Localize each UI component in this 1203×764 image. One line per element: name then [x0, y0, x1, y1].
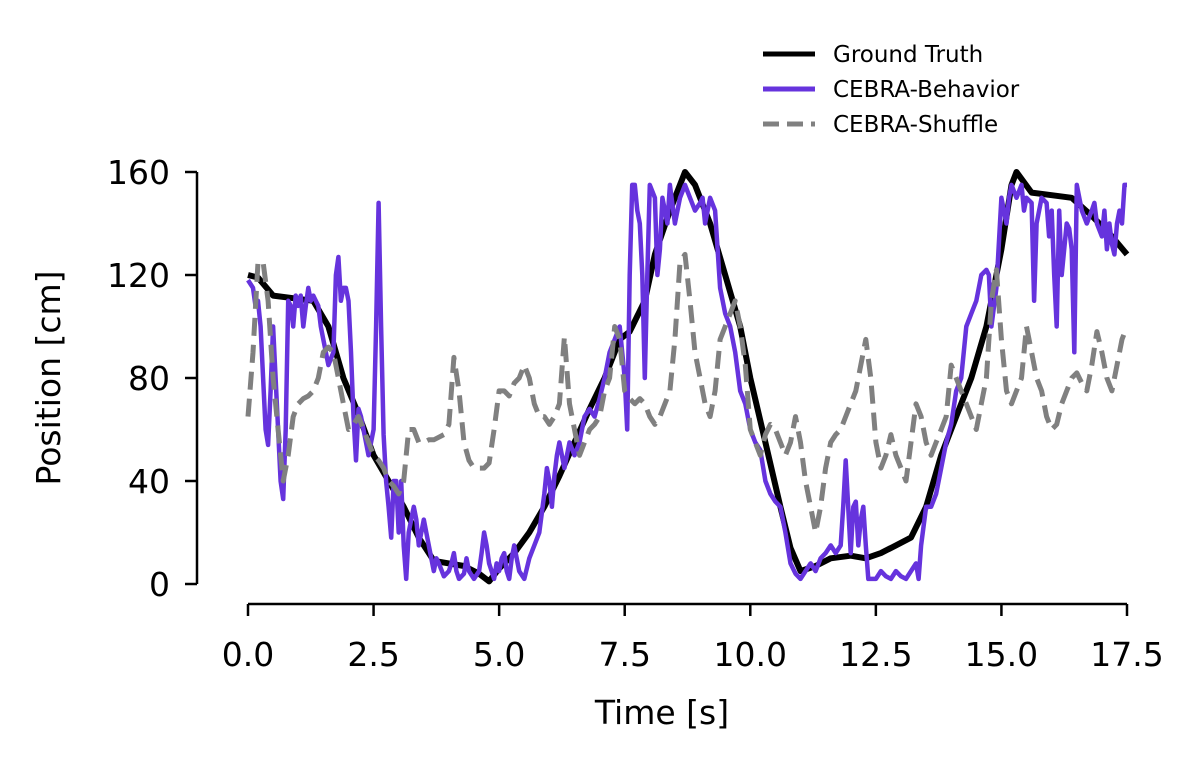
legend-label-cebra-shuffle: CEBRA-Shuffle [833, 112, 998, 138]
legend-label-cebra-behavior: CEBRA-Behavior [833, 77, 1020, 103]
x-tick-label: 5.0 [473, 635, 525, 674]
y-tick-label: 40 [128, 462, 170, 501]
y-tick-label: 120 [107, 256, 170, 295]
series-line-cebra-shuffle [245, 251, 1130, 535]
x-axis-title: Time [s] [594, 693, 729, 732]
y-tick-label: 160 [107, 153, 170, 192]
x-tick-label: 2.5 [347, 635, 399, 674]
x-tick-label: 17.5 [1090, 635, 1163, 674]
x-tick-label: 15.0 [965, 635, 1038, 674]
y-tick-label: 80 [128, 359, 170, 398]
x-tick-label: 12.5 [839, 635, 912, 674]
x-ticks: 0.0 2.5 5.0 7.5 10.0 12.5 15.0 17.5 [222, 604, 1164, 674]
y-tick-label: 0 [149, 565, 170, 604]
x-tick-label: 10.0 [714, 635, 787, 674]
y-ticks: 0 40 80 120 160 [107, 153, 197, 604]
x-tick-label: 0.0 [222, 635, 274, 674]
y-axis-title: Position [cm] [29, 270, 68, 485]
legend-label-ground-truth: Ground Truth [833, 42, 983, 68]
series-layer [245, 169, 1130, 585]
series-line-cebra-behavior [246, 182, 1127, 582]
legend: Ground Truth CEBRA-Behavior CEBRA-Shuffle [763, 42, 1020, 138]
x-tick-label: 7.5 [598, 635, 650, 674]
